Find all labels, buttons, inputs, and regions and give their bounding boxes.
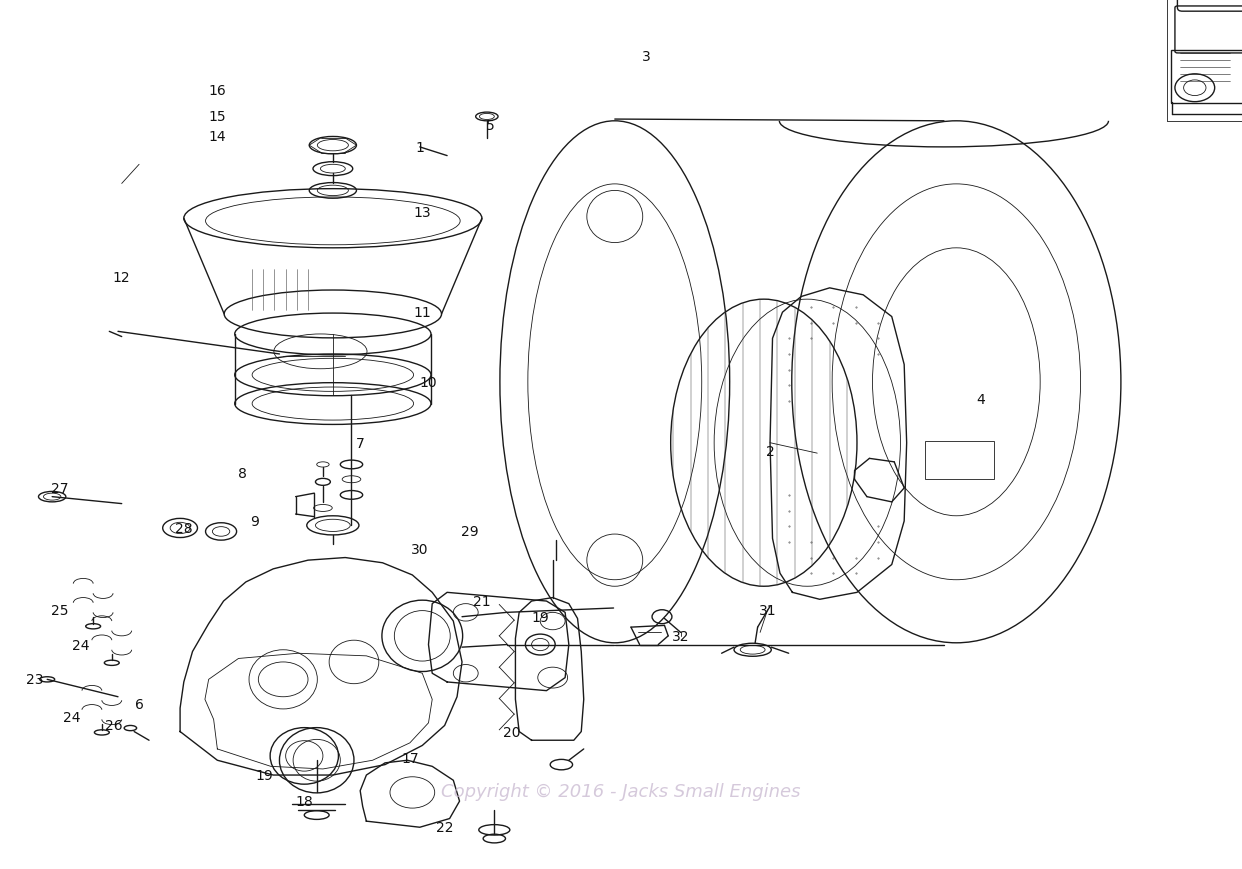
Text: 30: 30: [411, 542, 428, 556]
Text: 7: 7: [355, 436, 365, 450]
Text: 23: 23: [26, 673, 43, 687]
Text: 9: 9: [250, 514, 260, 528]
Text: 11: 11: [414, 306, 431, 320]
Text: 26: 26: [106, 719, 123, 733]
Text: 1: 1: [415, 141, 425, 155]
Text: 15: 15: [209, 110, 226, 124]
Text: 12: 12: [113, 271, 130, 285]
Text: 24: 24: [72, 638, 89, 652]
Text: 10: 10: [420, 375, 437, 389]
Text: 17: 17: [401, 751, 419, 765]
Text: 16: 16: [209, 84, 226, 98]
Text: 29: 29: [461, 525, 478, 539]
Text: 28: 28: [175, 521, 193, 535]
Text: 22: 22: [436, 820, 453, 834]
Text: 3: 3: [641, 50, 651, 63]
Text: 27: 27: [51, 481, 68, 495]
Text: 19: 19: [532, 610, 549, 624]
Text: 4: 4: [976, 393, 986, 407]
Text: 25: 25: [51, 603, 68, 617]
Text: 5: 5: [486, 119, 496, 133]
Text: 21: 21: [473, 594, 491, 608]
Text: 31: 31: [759, 603, 776, 617]
Text: 13: 13: [414, 206, 431, 220]
Text: Copyright © 2016 - Jacks Small Engines: Copyright © 2016 - Jacks Small Engines: [441, 782, 801, 799]
Text: 2: 2: [765, 445, 775, 459]
Text: 32: 32: [672, 629, 689, 643]
Text: 19: 19: [256, 768, 273, 782]
Text: 20: 20: [503, 725, 520, 739]
Text: 18: 18: [296, 794, 313, 808]
Text: 6: 6: [134, 697, 144, 711]
Text: 8: 8: [237, 467, 247, 481]
Text: 14: 14: [209, 130, 226, 144]
Text: 24: 24: [63, 710, 81, 724]
